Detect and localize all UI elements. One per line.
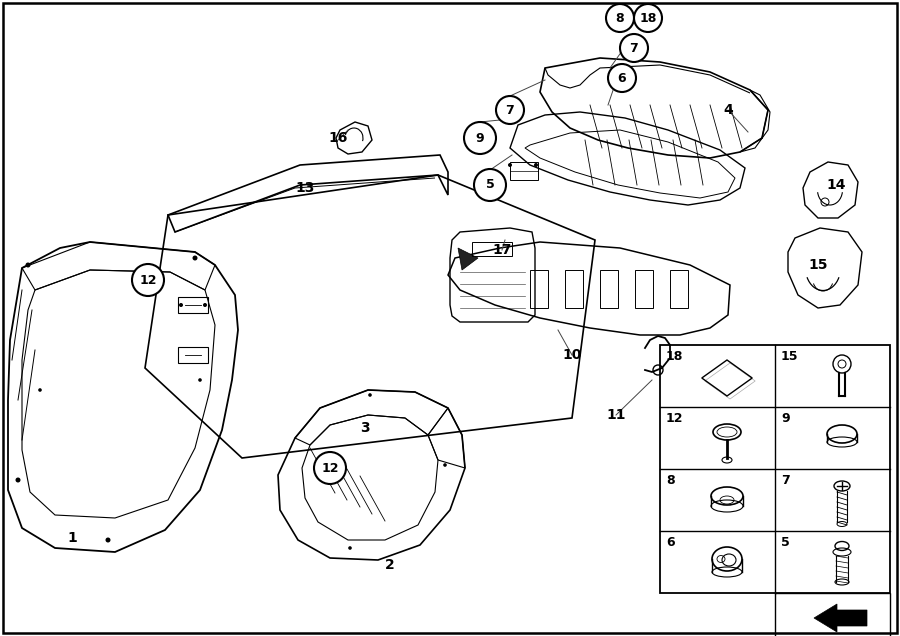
Circle shape xyxy=(179,303,183,307)
Text: 18: 18 xyxy=(666,350,683,363)
Bar xyxy=(178,297,208,313)
Circle shape xyxy=(203,303,207,307)
Circle shape xyxy=(620,34,648,62)
Text: 5: 5 xyxy=(781,536,790,549)
Text: 7: 7 xyxy=(630,41,638,55)
Circle shape xyxy=(606,4,634,32)
Text: 1: 1 xyxy=(68,531,76,545)
Bar xyxy=(600,270,618,308)
Text: 7: 7 xyxy=(506,104,515,116)
Circle shape xyxy=(198,378,202,382)
Bar xyxy=(635,270,653,308)
Text: 10: 10 xyxy=(562,348,581,362)
Circle shape xyxy=(474,169,506,201)
Circle shape xyxy=(15,478,21,483)
Bar xyxy=(530,270,548,308)
Circle shape xyxy=(132,264,164,296)
Text: 5: 5 xyxy=(486,179,494,191)
Text: 12: 12 xyxy=(321,462,338,474)
Circle shape xyxy=(314,452,346,484)
Bar xyxy=(565,270,583,308)
Text: 6: 6 xyxy=(617,71,626,85)
Polygon shape xyxy=(814,604,867,632)
Text: 11: 11 xyxy=(607,408,625,422)
Circle shape xyxy=(496,96,524,124)
Text: 13: 13 xyxy=(295,181,315,195)
Text: 14: 14 xyxy=(826,178,846,192)
Circle shape xyxy=(38,388,41,392)
Bar xyxy=(510,162,538,180)
Circle shape xyxy=(608,64,636,92)
Text: 3: 3 xyxy=(360,421,370,435)
Text: 9: 9 xyxy=(476,132,484,144)
Bar xyxy=(775,593,890,636)
Polygon shape xyxy=(458,248,478,270)
Text: 2: 2 xyxy=(385,558,395,572)
Circle shape xyxy=(348,546,352,550)
Circle shape xyxy=(25,263,31,268)
Text: 17: 17 xyxy=(492,243,512,257)
Circle shape xyxy=(534,163,538,167)
Text: 16: 16 xyxy=(328,131,347,145)
Text: 6: 6 xyxy=(666,536,675,549)
Circle shape xyxy=(105,537,111,543)
Text: 15: 15 xyxy=(781,350,798,363)
Text: 15: 15 xyxy=(808,258,828,272)
Text: 12: 12 xyxy=(666,412,683,425)
Text: 7: 7 xyxy=(781,474,790,487)
Bar xyxy=(670,270,688,308)
Bar xyxy=(472,242,512,256)
Circle shape xyxy=(464,122,496,154)
Text: 8: 8 xyxy=(666,474,675,487)
Text: 8: 8 xyxy=(616,11,625,25)
Text: 12: 12 xyxy=(140,273,157,286)
Text: 18: 18 xyxy=(639,11,657,25)
Circle shape xyxy=(634,4,662,32)
Text: 9: 9 xyxy=(781,412,789,425)
Bar xyxy=(660,345,890,593)
Circle shape xyxy=(508,163,512,167)
Text: 4: 4 xyxy=(723,103,733,117)
Circle shape xyxy=(368,393,372,397)
Bar xyxy=(178,347,208,363)
Circle shape xyxy=(443,463,446,467)
Circle shape xyxy=(193,256,197,261)
